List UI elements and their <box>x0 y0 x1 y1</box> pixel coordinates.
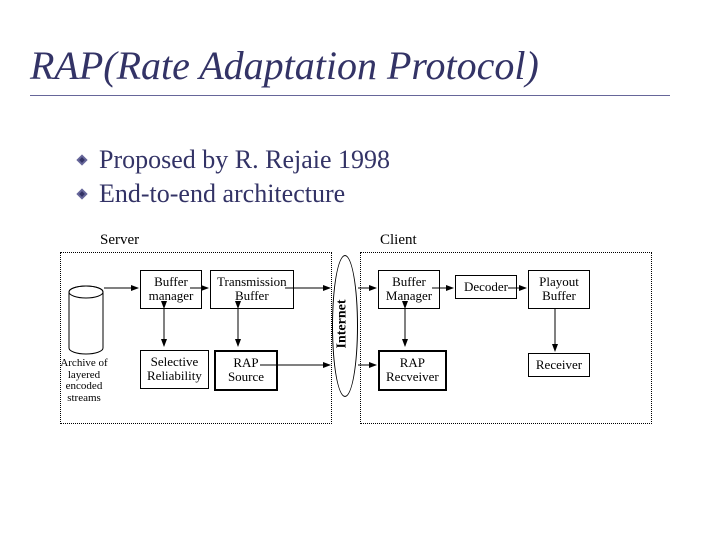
slide-root: RAP(Rate Adaptation Protocol) Proposed b… <box>0 0 720 540</box>
node-rap-receiver: RAPRecveiver <box>378 350 447 391</box>
group-label-server: Server <box>100 232 139 249</box>
bullet-text: Proposed by R. Rejaie 1998 <box>99 145 390 175</box>
bullet-text: End-to-end architecture <box>99 179 345 209</box>
group-label-client: Client <box>380 232 417 249</box>
slide-title: RAP(Rate Adaptation Protocol) <box>30 42 670 96</box>
node-rap-source: RAPSource <box>214 350 278 391</box>
archive-cylinder <box>68 285 104 360</box>
bullet-item: Proposed by R. Rejaie 1998 <box>75 145 390 175</box>
diamond-icon <box>75 187 89 201</box>
node-buffer-manager-server: Buffermanager <box>140 270 202 309</box>
node-receiver: Receiver <box>528 353 590 377</box>
architecture-diagram: Server Client Internet Archive oflayered… <box>60 230 660 460</box>
node-playout-buffer: PlayoutBuffer <box>528 270 590 309</box>
bullet-item: End-to-end architecture <box>75 179 390 209</box>
internet-label: Internet <box>335 300 351 349</box>
node-buffer-manager-client: BufferManager <box>378 270 440 309</box>
archive-label-text: Archive oflayeredencodedstreams <box>60 357 107 404</box>
diamond-icon <box>75 153 89 167</box>
node-decoder: Decoder <box>455 275 517 299</box>
bullet-list: Proposed by R. Rejaie 1998 End-to-end ar… <box>75 145 390 213</box>
archive-label: Archive oflayeredencodedstreams <box>54 358 114 404</box>
node-transmission-buffer: TransmissionBuffer <box>210 270 294 309</box>
node-selective-reliability: SelectiveReliability <box>140 350 209 389</box>
